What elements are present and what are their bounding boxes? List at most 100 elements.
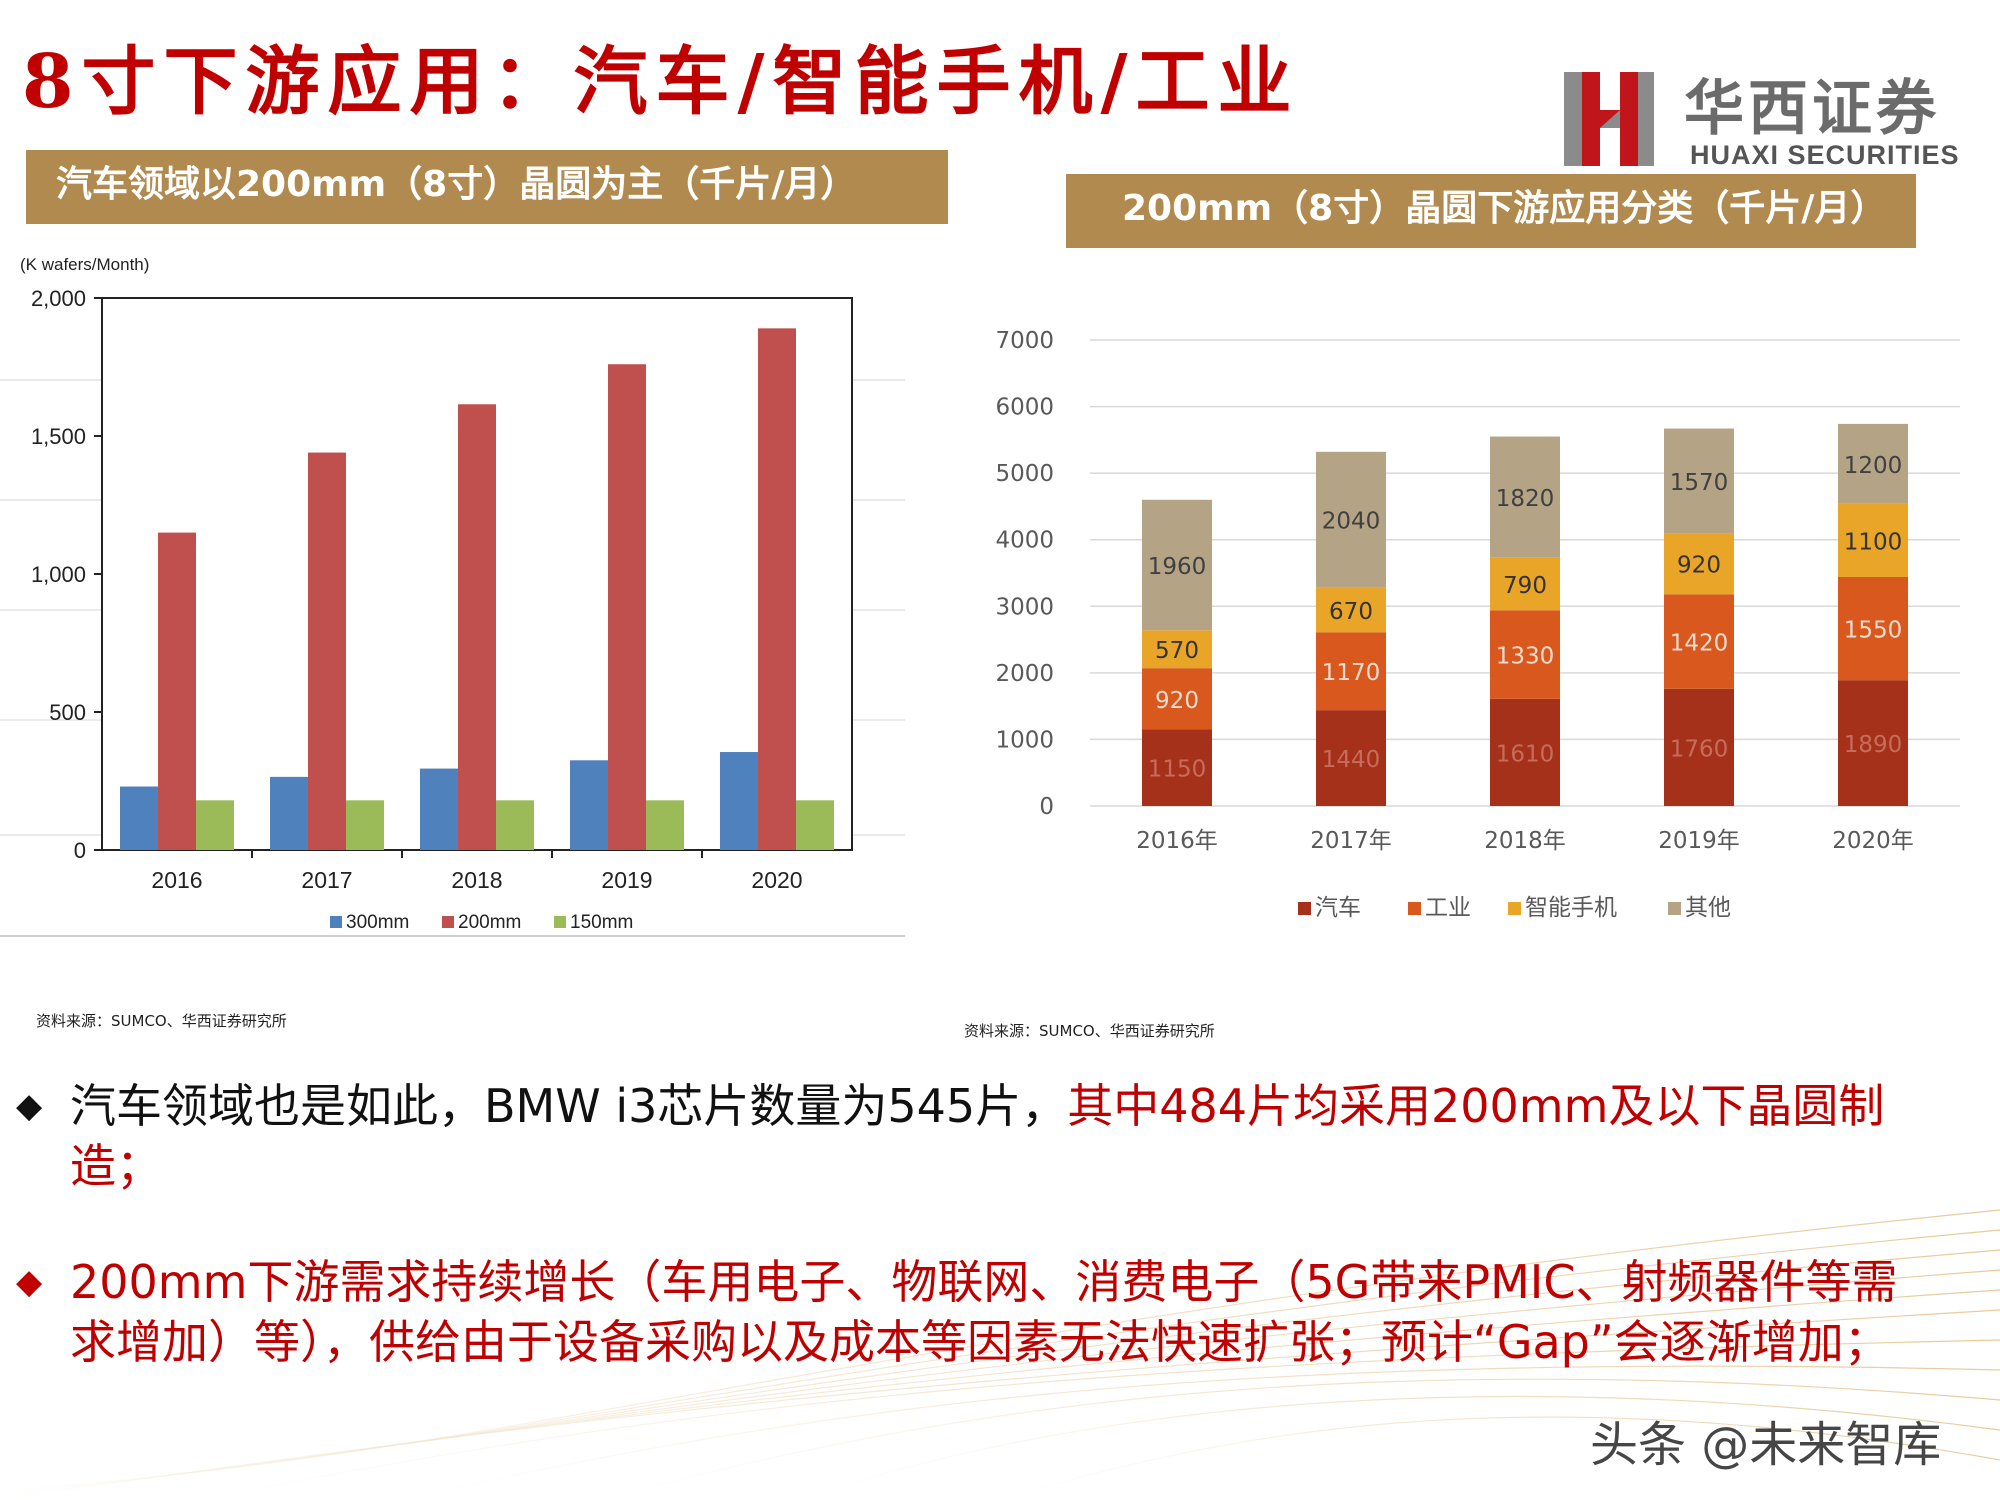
data-label-汽车-2018年: 1610 [1496, 741, 1555, 767]
right-chart-header: 200mm（8寸）晶圆下游应用分类（千片/月） [1066, 174, 1916, 248]
bar-segment-工业-2016年 [1142, 668, 1212, 730]
data-label-汽车-2020年: 1890 [1844, 732, 1903, 758]
y-tick-label: 6000 [995, 395, 1054, 421]
bar-segment-其他-2019年 [1664, 428, 1734, 534]
bar-300mm-2017 [270, 776, 308, 850]
data-label-其他-2016年: 1960 [1148, 554, 1207, 580]
data-label-智能手机-2018年: 790 [1503, 573, 1547, 599]
page-title: 8寸下游应用：汽车/智能手机/工业 [22, 39, 1300, 125]
legend-swatch-工业 [1408, 902, 1421, 915]
x-tick-label: 2018年 [1484, 828, 1566, 854]
bar-segment-汽车-2017年 [1316, 710, 1386, 806]
y-unit-label: (K wafers/Month) [20, 255, 149, 274]
data-label-汽车-2016年: 1150 [1148, 757, 1207, 783]
company-logo: 华西证券 HUAXI SECURITIES [1560, 66, 1980, 176]
legend-swatch-其他 [1668, 902, 1681, 915]
data-label-工业-2018年: 1330 [1496, 644, 1555, 670]
data-label-智能手机-2020年: 1100 [1844, 529, 1903, 555]
data-label-其他-2019年: 1570 [1670, 470, 1729, 496]
diamond-bullet-icon: ◆ [16, 1086, 43, 1126]
y-tick-label: 2000 [995, 661, 1054, 687]
bar-150mm-2017 [346, 800, 384, 850]
bar-150mm-2016 [196, 800, 234, 850]
bar-segment-工业-2020年 [1838, 576, 1908, 681]
bar-300mm-2019 [570, 760, 608, 850]
bullet-2-red-text: 200mm下游需求持续增长（车用电子、物联网、消费电子（5G带来PMIC、射频器… [70, 1255, 1898, 1369]
bar-150mm-2020 [796, 800, 834, 850]
bar-segment-其他-2020年 [1838, 423, 1908, 504]
y-tick-label: 7000 [995, 328, 1054, 354]
x-tick-label: 2019年 [1658, 828, 1740, 854]
downstream-stacked-bar-chart: 0 1000 2000 3000 4000 5000 6000 7000 1150 920 570 1… [995, 328, 1960, 921]
x-tick-label: 2020 [751, 867, 802, 893]
huaxi-logo-mark-icon [1564, 72, 1654, 166]
left-source-note: 资料来源：SUMCO、华西证券研究所 [36, 1012, 287, 1030]
watermark: 头条 @未来智库 [1590, 1417, 1942, 1473]
x-tick-label: 2020年 [1832, 828, 1914, 854]
data-label-其他-2018年: 1820 [1496, 486, 1555, 512]
y-tick-label: 3000 [995, 594, 1054, 620]
y-tick-label: 5000 [995, 461, 1054, 487]
legend-label-其他: 其他 [1685, 895, 1731, 921]
x-tick-label: 2016年 [1136, 828, 1218, 854]
data-label-智能手机-2017年: 670 [1329, 599, 1373, 625]
bar-segment-其他-2016年 [1142, 499, 1212, 631]
data-label-工业-2020年: 1550 [1844, 618, 1903, 644]
left-chart-header: 汽车领域以200mm（8寸）晶圆为主（千片/月） [26, 150, 948, 224]
bar-300mm-2020 [720, 752, 758, 850]
x-tick-label: 2017 [301, 867, 352, 893]
legend-swatch-200mm [442, 916, 454, 928]
bar-segment-智能手机-2018年 [1490, 557, 1560, 611]
data-label-智能手机-2019年: 920 [1677, 553, 1721, 579]
bar-segment-汽车-2019年 [1664, 688, 1734, 806]
logo-name-cn: 华西证券 [1684, 74, 1940, 144]
y-tick-label: 500 [49, 700, 86, 725]
bar-300mm-2018 [420, 768, 458, 850]
bar-150mm-2018 [496, 800, 534, 850]
data-label-汽车-2019年: 1760 [1670, 736, 1729, 762]
legend-label-智能手机: 智能手机 [1525, 895, 1617, 921]
bar-segment-工业-2019年 [1664, 594, 1734, 689]
bar-200mm-2017 [308, 452, 346, 850]
y-tick-label: 0 [1039, 794, 1054, 820]
bar-segment-工业-2018年 [1490, 610, 1560, 699]
bar-200mm-2018 [458, 404, 496, 850]
right-source-note: 资料来源：SUMCO、华西证券研究所 [964, 1022, 1215, 1040]
bar-200mm-2019 [608, 364, 646, 850]
y-tick-label: 0 [74, 838, 86, 863]
bullet-1-red-text: 其中484片均采用200mm及以下晶圆制造； [70, 1079, 1885, 1193]
legend-label-150mm: 150mm [570, 912, 633, 933]
x-tick-label: 2019 [601, 867, 652, 893]
bar-300mm-2016 [120, 786, 158, 850]
x-tick-label: 2018 [451, 867, 502, 893]
y-tick-label: 4000 [995, 528, 1054, 554]
legend-label-工业: 工业 [1425, 895, 1471, 921]
diamond-bullet-icon: ◆ [16, 1262, 43, 1302]
bar-segment-其他-2017年 [1316, 451, 1386, 588]
data-label-其他-2020年: 1200 [1844, 453, 1903, 479]
bar-segment-智能手机-2020年 [1838, 503, 1908, 577]
data-label-汽车-2017年: 1440 [1322, 747, 1381, 773]
bar-200mm-2020 [758, 328, 796, 850]
legend-swatch-汽车 [1298, 902, 1311, 915]
legend-swatch-150mm [554, 916, 566, 928]
x-tick-label: 2016 [151, 867, 202, 893]
y-tick-label: 1,000 [31, 562, 86, 587]
bar-200mm-2016 [158, 532, 196, 850]
decorative-wave-background [0, 1209, 2000, 1500]
bar-segment-汽车-2020年 [1838, 680, 1908, 806]
y-tick-label: 1000 [995, 727, 1054, 753]
data-label-工业-2019年: 1420 [1670, 631, 1729, 657]
legend-swatch-智能手机 [1508, 902, 1521, 915]
data-label-工业-2016年: 920 [1155, 688, 1199, 714]
y-tick-label: 2,000 [31, 286, 86, 311]
data-label-智能手机-2016年: 570 [1155, 638, 1199, 664]
bar-150mm-2019 [646, 800, 684, 850]
bar-segment-汽车-2016年 [1142, 729, 1212, 806]
data-label-其他-2017年: 2040 [1322, 509, 1381, 535]
bar-segment-汽车-2018年 [1490, 698, 1560, 806]
legend-label-300mm: 300mm [346, 912, 409, 933]
bar-segment-工业-2017年 [1316, 632, 1386, 711]
legend-label-200mm: 200mm [458, 912, 521, 933]
bar-segment-智能手机-2016年 [1142, 630, 1212, 669]
